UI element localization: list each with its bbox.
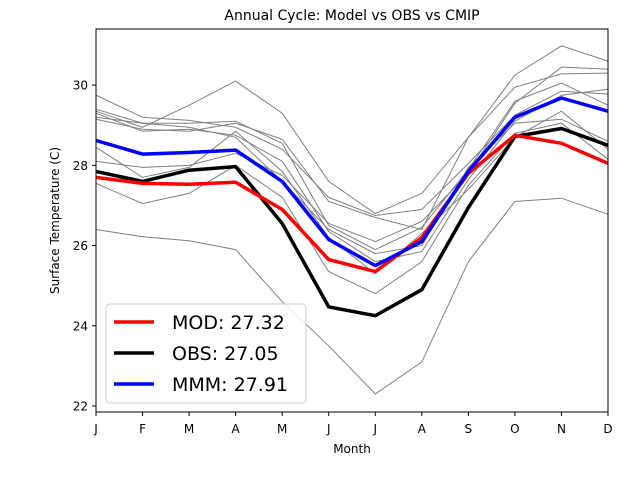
cmip-line-9 xyxy=(95,122,609,295)
x-axis-label: Month xyxy=(333,442,371,456)
y-tick-label: 30 xyxy=(73,79,88,93)
cmip-line-4 xyxy=(95,116,609,255)
cmip-line-8 xyxy=(95,110,609,275)
chart-title: Annual Cycle: Model vs OBS vs CMIP xyxy=(224,8,479,24)
y-tick-label: 26 xyxy=(73,239,88,253)
y-tick-label: 22 xyxy=(73,399,88,413)
cmip-line-10 xyxy=(95,197,609,395)
legend: MOD: 27.32 OBS: 27.05 MMM: 27.91 xyxy=(105,303,307,404)
cmip-line-6 xyxy=(95,72,609,231)
main-series-lines xyxy=(95,96,609,318)
cmip-line-3 xyxy=(95,82,609,251)
x-tick-label: J xyxy=(326,422,331,436)
legend-label-obs: OBS: 27.05 xyxy=(172,343,279,365)
x-tick-label: D xyxy=(603,422,612,436)
cmip-line-1 xyxy=(95,90,609,217)
legend-label-mmm: MMM: 27.91 xyxy=(172,374,288,396)
plot-area xyxy=(95,45,609,395)
series-line-mod xyxy=(95,133,609,274)
plot-frame xyxy=(95,28,609,413)
x-tick-label: A xyxy=(418,422,427,436)
legend-box xyxy=(105,303,307,404)
legend-label-mod: MOD: 27.32 xyxy=(172,312,285,334)
x-tick-label: O xyxy=(510,422,519,436)
y-tick-label: 24 xyxy=(73,319,88,333)
cmip-model-lines xyxy=(95,45,609,395)
y-axis: 22 24 26 28 30 xyxy=(73,79,96,413)
y-axis-label: Surface Temperature (C) xyxy=(48,147,62,294)
y-tick-label: 28 xyxy=(73,159,88,173)
cmip-line-2 xyxy=(95,45,609,215)
x-tick-label: M xyxy=(277,422,287,436)
x-tick-label: J xyxy=(93,422,98,436)
x-tick-label: F xyxy=(139,422,146,436)
cmip-line-7 xyxy=(95,66,609,243)
cmip-line-5 xyxy=(95,88,609,263)
series-line-mmm xyxy=(95,96,609,268)
x-tick-label: A xyxy=(232,422,241,436)
x-tick-label: J xyxy=(372,422,377,436)
series-line-obs xyxy=(95,126,609,318)
x-tick-label: M xyxy=(184,422,194,436)
x-tick-label: N xyxy=(557,422,566,436)
x-tick-label: S xyxy=(465,422,473,436)
